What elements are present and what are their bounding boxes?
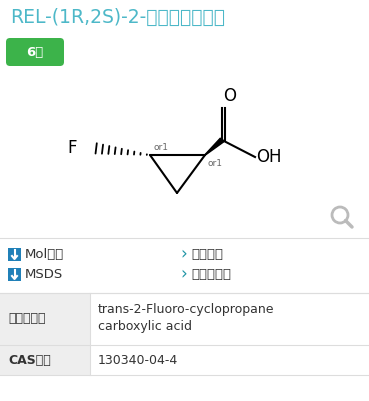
Text: carboxylic acid: carboxylic acid xyxy=(98,320,192,333)
Text: 化学性质: 化学性质 xyxy=(191,248,223,261)
Text: 英文名称：: 英文名称： xyxy=(8,312,45,326)
Text: O: O xyxy=(223,87,236,105)
FancyBboxPatch shape xyxy=(0,345,90,375)
FancyBboxPatch shape xyxy=(6,38,64,66)
Text: OH: OH xyxy=(256,148,282,166)
Text: Mol下载: Mol下载 xyxy=(25,248,64,261)
FancyBboxPatch shape xyxy=(90,293,369,345)
FancyBboxPatch shape xyxy=(90,345,369,375)
Text: REL-(1R,2S)-2-氟代环丙烷缧酸: REL-(1R,2S)-2-氟代环丙烷缧酸 xyxy=(10,8,225,27)
FancyBboxPatch shape xyxy=(8,268,21,281)
Text: ›: › xyxy=(180,245,187,263)
Text: or1: or1 xyxy=(154,143,169,152)
Text: 6级: 6级 xyxy=(26,45,44,59)
Text: trans-2-Fluoro-cyclopropane: trans-2-Fluoro-cyclopropane xyxy=(98,303,275,316)
Text: ›: › xyxy=(180,265,187,284)
Polygon shape xyxy=(205,138,224,155)
Text: 130340-04-4: 130340-04-4 xyxy=(98,354,178,367)
Text: MSDS: MSDS xyxy=(25,268,63,281)
FancyBboxPatch shape xyxy=(8,248,21,261)
Text: CAS号：: CAS号： xyxy=(8,354,51,367)
Text: or1: or1 xyxy=(208,159,223,168)
Text: 国外供应商: 国外供应商 xyxy=(191,268,231,281)
FancyBboxPatch shape xyxy=(0,293,90,345)
Text: F: F xyxy=(68,139,77,157)
